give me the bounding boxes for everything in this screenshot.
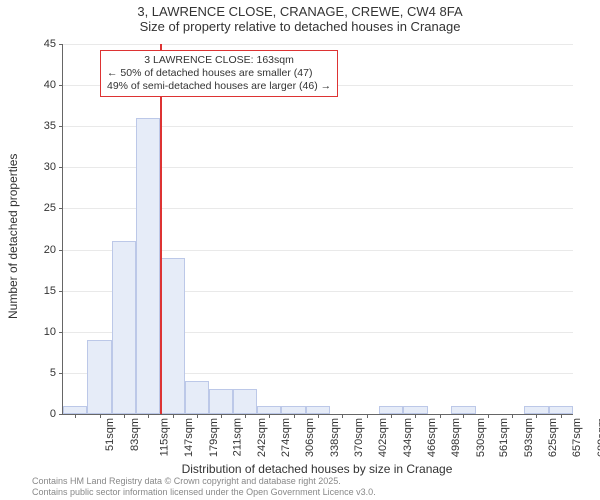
title-line-2: Size of property relative to detached ho… [0, 19, 600, 34]
annotation-line-3: 49% of semi-detached houses are larger (… [107, 80, 331, 93]
histogram-bar [233, 389, 257, 414]
histogram-bar [160, 258, 184, 414]
x-tick-label: 51sqm [104, 418, 116, 451]
x-tick-mark [440, 414, 441, 418]
x-tick-label: 179sqm [208, 418, 220, 457]
x-tick-mark [294, 414, 295, 418]
x-tick-label: 370sqm [353, 418, 365, 457]
footnote-line-2: Contains public sector information licen… [32, 487, 592, 498]
histogram-bar [87, 340, 111, 414]
y-tick-label: 20 [16, 244, 56, 256]
x-tick-mark [148, 414, 149, 418]
x-tick-label: 498sqm [451, 418, 463, 457]
histogram-bar [524, 406, 548, 414]
gridline [63, 44, 573, 45]
histogram-bar [281, 406, 305, 414]
x-tick-label: 211sqm [231, 418, 243, 456]
y-tick-mark [59, 414, 63, 415]
x-tick-label: 689sqm [596, 418, 600, 457]
x-tick-mark [561, 414, 562, 418]
annotation-box: 3 LAWRENCE CLOSE: 163sqm← 50% of detache… [100, 50, 338, 97]
title-line-1: 3, LAWRENCE CLOSE, CRANAGE, CREWE, CW4 8… [0, 4, 600, 19]
footnote-line-1: Contains HM Land Registry data © Crown c… [32, 476, 592, 487]
x-tick-label: 466sqm [426, 418, 438, 457]
x-tick-label: 434sqm [402, 418, 414, 457]
x-tick-label: 147sqm [183, 418, 195, 457]
histogram-bar [306, 406, 330, 414]
histogram-bar [185, 381, 209, 414]
y-tick-label: 15 [16, 285, 56, 297]
property-marker-line [160, 44, 162, 414]
x-tick-label: 115sqm [158, 418, 170, 456]
histogram-bar [403, 406, 427, 414]
y-tick-mark [59, 208, 63, 209]
histogram-bar [549, 406, 573, 414]
y-tick-mark [59, 85, 63, 86]
y-tick-mark [59, 332, 63, 333]
x-tick-label: 242sqm [256, 418, 268, 457]
x-tick-mark [245, 414, 246, 418]
x-axis-label: Distribution of detached houses by size … [62, 462, 572, 476]
chart-container: 3, LAWRENCE CLOSE, CRANAGE, CREWE, CW4 8… [0, 0, 600, 500]
histogram-bar [257, 406, 281, 414]
y-tick-mark [59, 291, 63, 292]
x-tick-mark [124, 414, 125, 418]
footnote: Contains HM Land Registry data © Crown c… [32, 476, 592, 499]
histogram-bar [112, 241, 136, 414]
x-tick-label: 83sqm [129, 418, 141, 451]
histogram-bar [63, 406, 87, 414]
histogram-bar [209, 389, 233, 414]
x-tick-mark [75, 414, 76, 418]
x-tick-mark [173, 414, 174, 418]
y-tick-label: 10 [16, 326, 56, 338]
x-tick-mark [221, 414, 222, 418]
y-tick-label: 25 [16, 202, 56, 214]
chart-title: 3, LAWRENCE CLOSE, CRANAGE, CREWE, CW4 8… [0, 4, 600, 34]
x-tick-mark [463, 414, 464, 418]
x-tick-label: 625sqm [547, 418, 559, 457]
x-tick-mark [488, 414, 489, 418]
x-tick-mark [269, 414, 270, 418]
y-tick-label: 35 [16, 120, 56, 132]
x-tick-mark [512, 414, 513, 418]
x-tick-mark [342, 414, 343, 418]
y-tick-mark [59, 250, 63, 251]
y-tick-mark [59, 126, 63, 127]
x-tick-mark [197, 414, 198, 418]
histogram-bar [136, 118, 160, 414]
x-tick-label: 530sqm [475, 418, 487, 457]
x-tick-mark [318, 414, 319, 418]
x-tick-label: 657sqm [572, 418, 584, 457]
x-tick-label: 561sqm [499, 418, 511, 457]
x-tick-label: 402sqm [377, 418, 389, 457]
y-tick-label: 30 [16, 161, 56, 173]
x-tick-label: 338sqm [329, 418, 341, 457]
y-tick-mark [59, 44, 63, 45]
x-tick-mark [367, 414, 368, 418]
x-tick-label: 593sqm [523, 418, 535, 457]
y-tick-label: 45 [16, 38, 56, 50]
y-tick-label: 40 [16, 79, 56, 91]
y-tick-label: 0 [16, 408, 56, 420]
x-tick-mark [415, 414, 416, 418]
annotation-line-2: ← 50% of detached houses are smaller (47… [107, 67, 331, 80]
x-tick-label: 306sqm [304, 418, 316, 457]
y-tick-mark [59, 373, 63, 374]
x-tick-mark [536, 414, 537, 418]
annotation-line-1: 3 LAWRENCE CLOSE: 163sqm [107, 54, 331, 67]
histogram-bar [379, 406, 403, 414]
y-tick-label: 5 [16, 367, 56, 379]
plot-area [62, 44, 573, 415]
x-tick-mark [391, 414, 392, 418]
y-tick-mark [59, 167, 63, 168]
histogram-bar [451, 406, 475, 414]
x-tick-label: 274sqm [280, 418, 292, 457]
x-tick-mark [100, 414, 101, 418]
